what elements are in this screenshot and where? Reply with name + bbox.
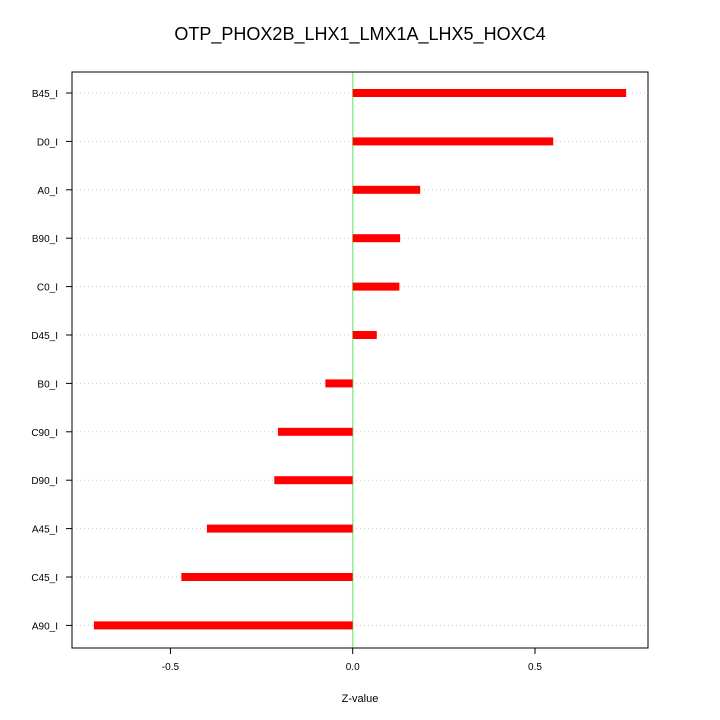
y-tick-label: D90_I — [31, 476, 58, 487]
y-tick-label: B45_I — [32, 89, 58, 100]
bar-d45-i — [352, 331, 377, 339]
x-axis: -0.5 0.0 0.5 — [162, 647, 542, 673]
bar-b90-i — [352, 234, 401, 243]
bar-c90-i — [277, 427, 353, 436]
y-tick-label: C45_I — [31, 573, 58, 584]
chart-title: OTP_PHOX2B_LHX1_LMX1A_LHX5_HOXC4 — [174, 24, 545, 45]
x-tick-label: -0.5 — [162, 662, 180, 673]
bar-c45-i — [181, 573, 353, 581]
y-tick-label: D45_I — [31, 331, 58, 342]
y-tick-label: B0_I — [37, 379, 58, 390]
y-tick-label: A0_I — [37, 186, 58, 197]
bar-b45-i — [352, 89, 627, 97]
bar-a90-i — [93, 621, 353, 630]
gridlines — [72, 92, 648, 626]
y-tick-label: D0_I — [37, 137, 58, 148]
y-tick-label: A90_I — [32, 621, 58, 632]
bar-c0-i — [352, 282, 400, 291]
y-axis: B45_I D0_I A0_I B90_I C0_I D45_I B0_I C90_I D90_… — [31, 89, 72, 632]
x-tick-label: 0.5 — [528, 662, 542, 673]
bar-a45-i — [206, 524, 353, 533]
plot-frame — [71, 71, 649, 649]
y-tick-label: C0_I — [37, 283, 58, 294]
bar-d0-i — [352, 137, 554, 146]
x-tick-label: 0.0 — [346, 662, 360, 673]
bar-d90-i — [274, 476, 353, 485]
bar-b0-i — [325, 379, 353, 388]
x-axis-label: Z-value — [342, 693, 379, 705]
y-tick-label: A45_I — [32, 525, 58, 536]
y-tick-label: C90_I — [31, 428, 58, 439]
bars — [93, 89, 627, 630]
y-tick-label: B90_I — [32, 234, 58, 245]
bar-a0-i — [352, 185, 421, 194]
